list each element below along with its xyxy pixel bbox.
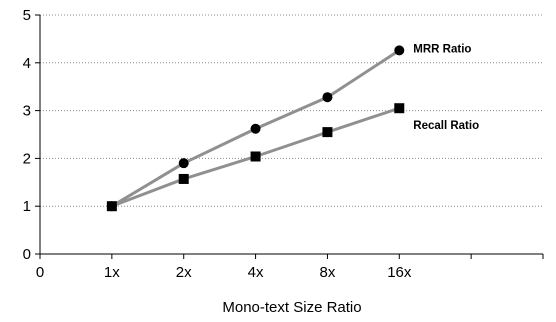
data-point-square [106,201,117,212]
x-tick-label: 4x [248,264,264,281]
x-tick-label: 2x [176,264,192,281]
y-tick-label: 2 [23,150,31,167]
x-tick-label: 16x [387,264,412,281]
data-point-square [178,173,189,184]
y-tick-label: 5 [23,7,31,24]
series-layer: MRR Ratio Recall Ratio [106,43,479,212]
data-point-circle [394,45,405,56]
x-axis-title: Mono-text Size Ratio [222,299,361,316]
x-tick-label: 8x [320,264,336,281]
series-label: MRR Ratio [413,43,471,55]
data-point-circle [322,92,333,103]
axes [35,14,544,259]
y-tick-label: 0 [23,246,31,263]
x-tick-label: 1x [104,264,120,281]
data-point-square [322,127,333,138]
data-point-circle [250,123,261,134]
y-tick-label: 1 [23,198,31,215]
series-label: Recall Ratio [413,120,479,132]
data-point-circle [178,158,189,169]
series-recall-ratio: Recall Ratio [106,103,479,212]
y-tick-label: 4 [23,55,31,72]
tick-labels: 0 1 2 3 4 5 0 1x 2x 4x 8x 16x [23,7,412,281]
x-tick-label: 0 [36,264,44,281]
y-tick-label: 3 [23,103,31,120]
data-point-square [394,103,405,114]
data-point-square [250,151,261,162]
